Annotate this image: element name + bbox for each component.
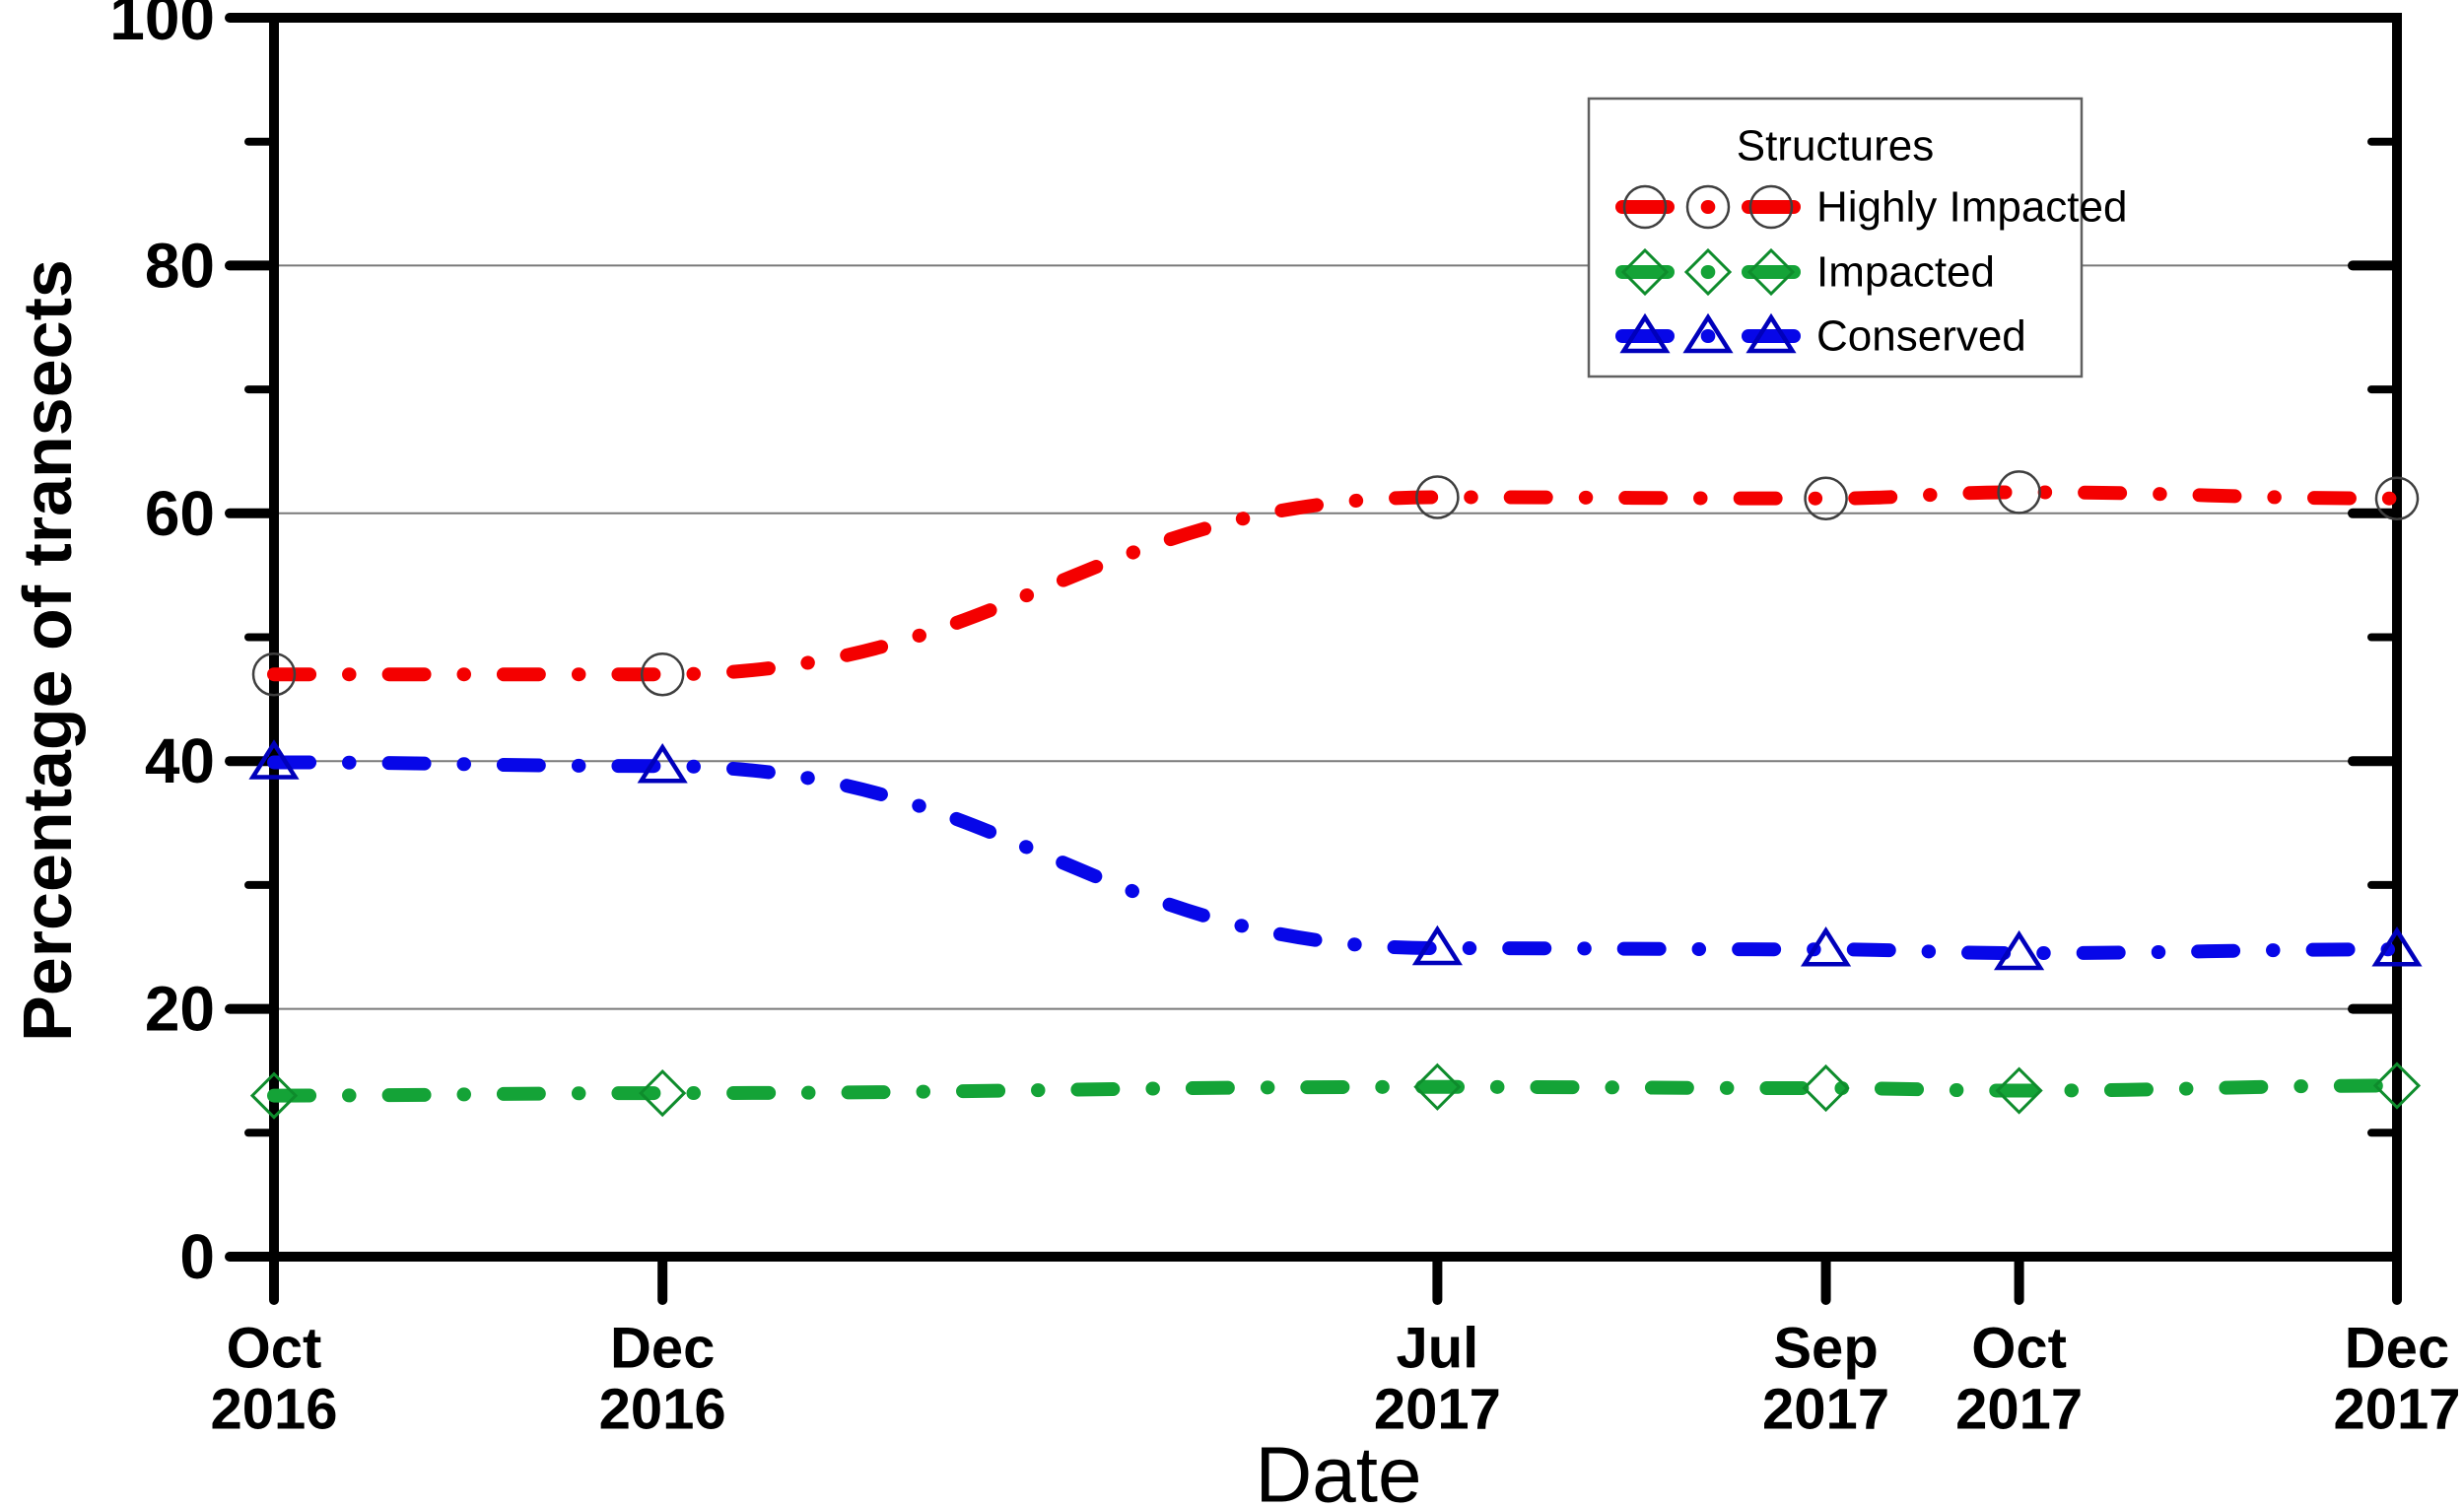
marker-diamond	[2372, 1062, 2422, 1110]
marker-diamond	[1620, 247, 1670, 297]
x-axis-label: Date	[1256, 1431, 1422, 1508]
x-tick-label-month: Oct	[1971, 1317, 2067, 1381]
x-tick-label-year: 2017	[1955, 1378, 2083, 1442]
series-markers-highly-impacted	[251, 470, 2420, 697]
series-markers-conserved	[248, 739, 2423, 971]
y-tick-label: 0	[179, 1221, 215, 1292]
series-line-highly-impacted	[267, 485, 2404, 682]
legend: Structures Highly Impacted Impacted Conserv…	[1587, 97, 2127, 378]
marker-circle	[2374, 476, 2420, 520]
marker-diamond	[1802, 1063, 1850, 1113]
marker-circle	[1622, 184, 1668, 230]
marker-circle	[1804, 476, 1848, 520]
marker-circle	[1748, 184, 1794, 230]
series-line-impacted	[267, 1078, 2404, 1103]
marker-triangle	[1619, 312, 1671, 354]
y-tick-labels: 0 20 40 60 80 100	[109, 0, 215, 1292]
marker-triangle	[1682, 312, 1734, 354]
marker-triangle	[1745, 312, 1797, 354]
axis-ticks	[225, 13, 2402, 1305]
legend-item-conserved: Conserved	[1615, 312, 2026, 361]
x-tick-label-year: 2017	[1374, 1378, 1501, 1442]
y-tick-label: 60	[145, 478, 215, 549]
legend-item-label: Conserved	[1816, 312, 2026, 361]
marker-triangle	[1800, 926, 1852, 967]
marker-diamond	[1413, 1062, 1462, 1111]
marker-triangle	[637, 743, 688, 784]
x-tick-label-year: 2016	[210, 1378, 337, 1442]
series-lines	[267, 485, 2404, 1103]
marker-circle	[1415, 475, 1460, 519]
legend-item-impacted: Impacted	[1615, 247, 1995, 297]
x-tick-label-month: Jul	[1396, 1317, 1478, 1381]
x-tick-label-month: Sep	[1773, 1317, 1878, 1381]
x-tick-label-year: 2017	[1762, 1378, 1889, 1442]
marker-circle	[1997, 470, 2041, 514]
marker-diamond	[1683, 247, 1733, 297]
legend-item-label: Highly Impacted	[1816, 183, 2127, 232]
x-tick-label-month: Dec	[2345, 1317, 2449, 1381]
y-tick-label: 40	[145, 725, 215, 796]
legend-item-highly-impacted: Highly Impacted	[1615, 183, 2127, 232]
marker-circle	[1685, 184, 1731, 230]
x-tick-label-month: Oct	[227, 1317, 322, 1381]
marker-diamond	[1995, 1066, 2043, 1115]
y-tick-label: 100	[109, 0, 215, 53]
x-tick-label-year: 2017	[2333, 1378, 2460, 1442]
y-tick-label: 80	[145, 230, 215, 301]
marker-triangle	[1994, 929, 2045, 971]
series-markers-impacted	[249, 1062, 2422, 1120]
legend-item-label: Impacted	[1816, 248, 1995, 297]
marker-triangle	[248, 739, 300, 780]
marker-triangle	[2371, 926, 2423, 967]
y-axis-label: Percentage of transects	[9, 259, 86, 1042]
marker-circle	[640, 651, 685, 697]
marker-triangle	[1411, 925, 1463, 966]
legend-title: Structures	[1737, 122, 1935, 171]
x-tick-label-year: 2016	[599, 1378, 726, 1442]
marker-circle	[251, 651, 297, 697]
marker-diamond	[1746, 247, 1796, 297]
marker-diamond	[639, 1068, 687, 1118]
marker-diamond	[249, 1071, 299, 1120]
x-tick-labels: Oct2016Dec2016Jul2017Sep2017Oct2017Dec20…	[210, 1317, 2460, 1442]
y-tick-label: 20	[145, 974, 215, 1045]
x-tick-label-month: Dec	[610, 1317, 715, 1381]
series-line-conserved	[267, 755, 2404, 961]
